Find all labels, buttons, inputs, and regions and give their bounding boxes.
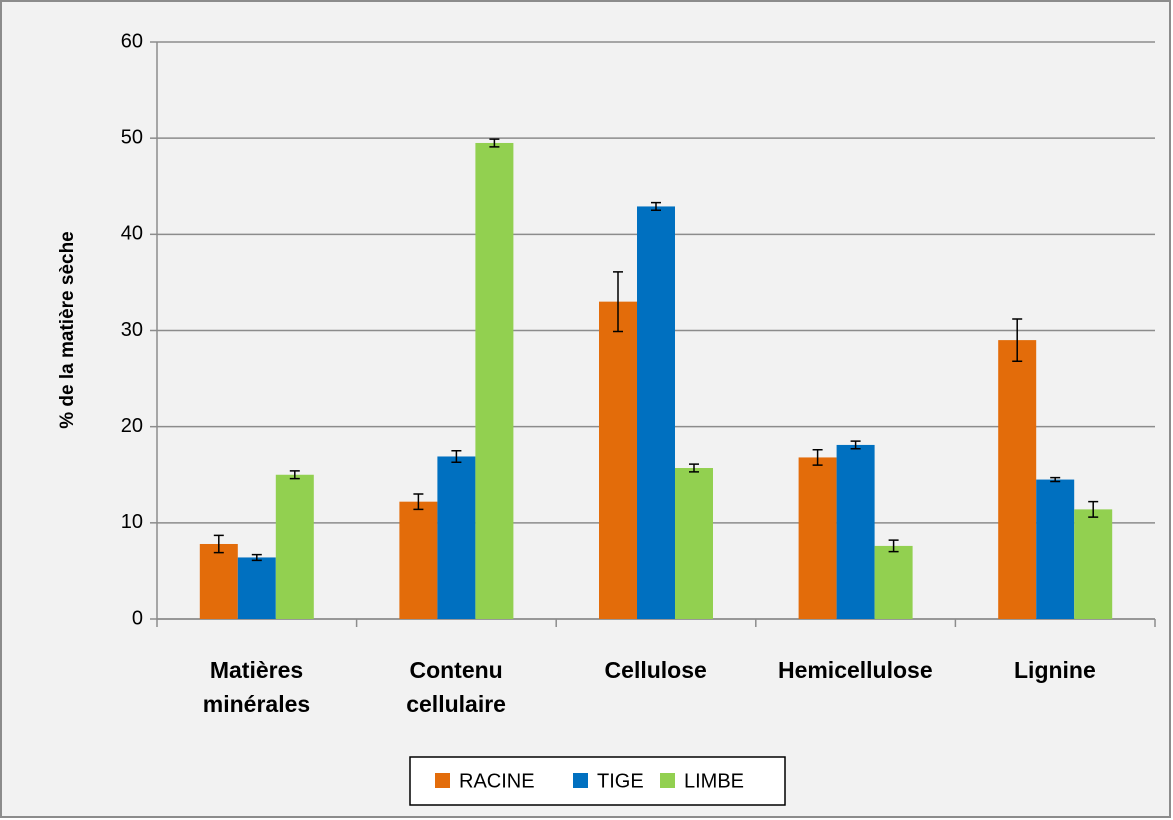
error-bar (489, 138, 500, 148)
error-bar (413, 493, 424, 511)
legend-box (409, 756, 786, 806)
bar (237, 557, 276, 619)
y-tick-label: 30 (121, 319, 143, 341)
bar (874, 545, 913, 619)
error-bar (1088, 500, 1099, 518)
bar (437, 456, 476, 619)
bar (1036, 479, 1075, 619)
error-bar (888, 539, 899, 553)
error-bar (451, 449, 462, 463)
x-tick-label: Hemicellulose (777, 657, 933, 683)
error-bar (213, 534, 224, 554)
bar (199, 543, 238, 619)
bar (637, 206, 675, 619)
y-tick-label: 20 (121, 415, 143, 437)
y-tick-label: 60 (121, 30, 143, 52)
error-bar (251, 553, 262, 562)
x-tick-label: Cellulose (604, 657, 707, 683)
bar (1074, 509, 1113, 619)
legend-swatch (660, 773, 675, 788)
legend-label: LIMBE (684, 770, 744, 792)
error-bar (651, 201, 661, 212)
error-bar (1050, 476, 1061, 483)
legend-swatch (573, 773, 588, 788)
y-axis-title: % de la matière sèche (57, 231, 78, 429)
error-bar (850, 440, 861, 450)
bar (599, 301, 637, 619)
bar (475, 142, 514, 619)
bar (998, 340, 1037, 619)
x-tick-label: Matières minérales (202, 657, 311, 717)
bar (836, 444, 875, 619)
error-bar (812, 448, 823, 466)
error-bar (1012, 318, 1023, 363)
x-tick-label: Contenu cellulaire (406, 657, 506, 717)
error-bar (289, 470, 300, 480)
bar (798, 457, 837, 619)
legend-label: TIGE (597, 770, 644, 792)
y-tick-label: 10 (121, 511, 143, 533)
y-tick-label: 0 (132, 607, 143, 629)
bar (399, 501, 438, 619)
error-bar (613, 271, 623, 333)
legend-label: RACINE (459, 770, 535, 792)
error-bar (689, 463, 699, 473)
bar (675, 468, 713, 619)
x-tick-label: Lignine (1014, 657, 1096, 683)
legend-swatch (435, 773, 450, 788)
y-tick-label: 40 (121, 223, 143, 245)
y-tick-label: 50 (121, 126, 143, 148)
bar (275, 474, 314, 619)
